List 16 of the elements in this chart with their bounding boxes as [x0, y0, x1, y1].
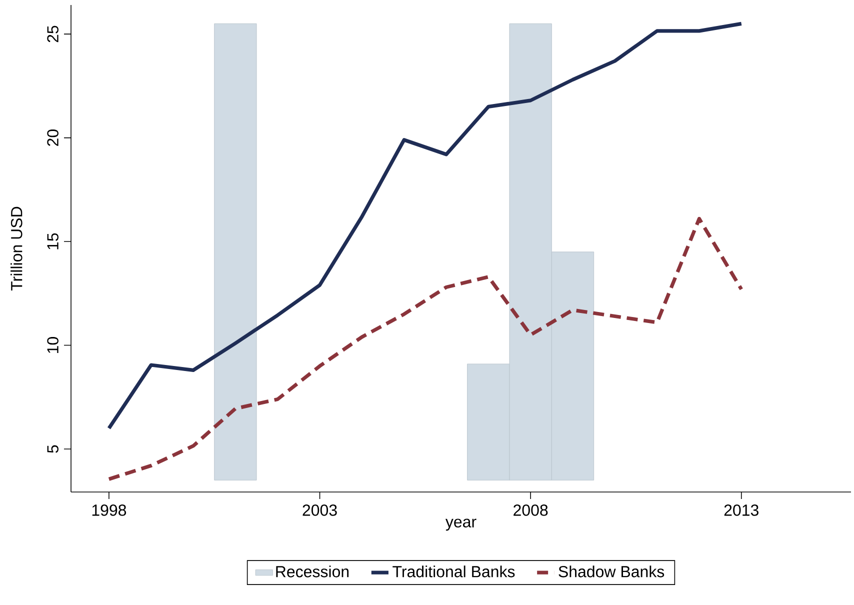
legend-label: Shadow Banks: [558, 566, 664, 578]
y-tick-label: 10: [47, 337, 58, 353]
x-tick-label: 2013: [724, 504, 758, 516]
x-tick-label: 1998: [92, 504, 126, 516]
bar: [214, 23, 257, 480]
line-series: [107, 22, 744, 430]
y-tick-label: 25: [47, 26, 58, 42]
legend-label: Recession: [276, 566, 349, 578]
y-axis-title: Trillion USD: [10, 206, 22, 291]
x-axis-title: year: [445, 518, 476, 531]
x-tick-label: 2003: [302, 504, 337, 516]
y-tick-label: 5: [47, 445, 58, 453]
y-tick-label: 20: [47, 130, 58, 146]
legend-label: Traditional Banks: [392, 566, 515, 578]
x-tick-label: 2008: [514, 504, 548, 516]
y-tick-label: 15: [47, 233, 58, 250]
